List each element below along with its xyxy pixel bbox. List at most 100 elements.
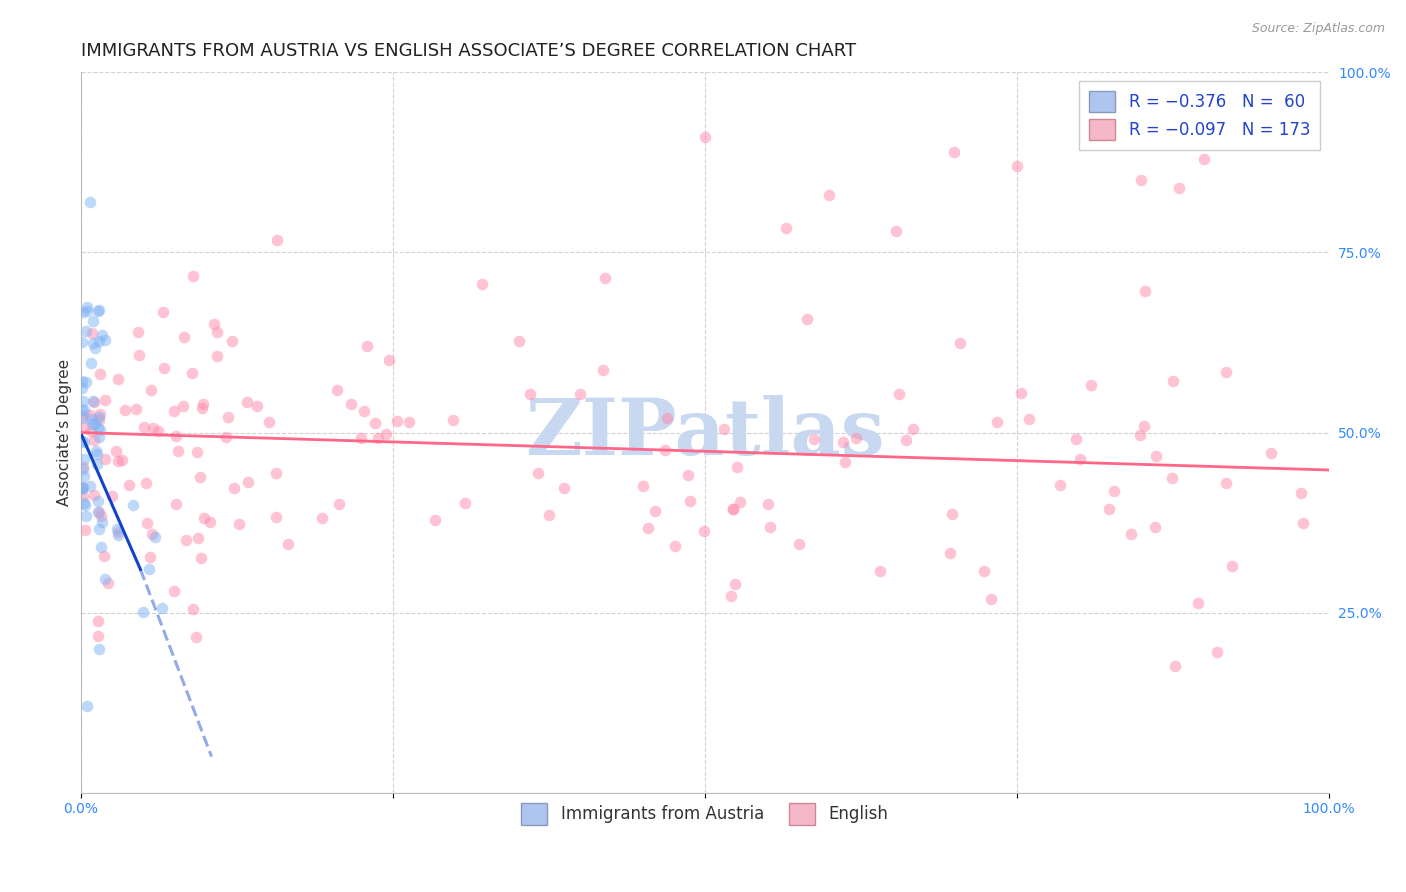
Point (183, 269, 205, 284)
Point (86, 457, 108, 471)
Point (89, 430, 111, 444)
Point (678, 468, 700, 483)
Point (353, 404, 375, 418)
Point (245, 399, 267, 413)
Point (311, 511, 333, 525)
Point (75, 376, 97, 390)
Point (221, 334, 243, 348)
Point (75, 509, 97, 524)
Point (654, 443, 676, 458)
Point (328, 497, 350, 511)
Point (73, 434, 96, 449)
Point (441, 412, 464, 426)
Point (1119, 527, 1142, 541)
Point (592, 362, 614, 376)
Point (83, 433, 105, 447)
Point (165, 429, 187, 443)
Point (903, 422, 925, 436)
Point (266, 233, 288, 247)
Point (163, 403, 186, 417)
Point (107, 527, 129, 541)
Point (165, 497, 187, 511)
Point (73, 496, 96, 510)
Point (326, 383, 349, 397)
Point (90, 509, 112, 524)
Point (378, 353, 401, 368)
Point (264, 509, 287, 524)
Point (350, 431, 373, 445)
Point (259, 416, 281, 430)
Point (91, 515, 114, 529)
Point (277, 537, 299, 551)
Point (1192, 152, 1215, 166)
Point (138, 562, 160, 576)
Point (818, 187, 841, 202)
Point (758, 520, 780, 534)
Point (238, 475, 260, 489)
Point (724, 576, 747, 591)
Point (721, 501, 744, 516)
Point (339, 397, 361, 411)
Point (236, 395, 259, 409)
Point (72, 394, 94, 409)
Point (183, 601, 205, 615)
Point (75, 324, 97, 338)
Point (141, 384, 163, 398)
Point (89, 423, 111, 437)
Point (135, 516, 157, 531)
Point (91, 328, 114, 343)
Point (568, 387, 591, 401)
Point (973, 565, 995, 579)
Point (87, 304, 110, 318)
Point (364, 416, 387, 430)
Point (679, 494, 702, 508)
Point (1102, 483, 1125, 498)
Point (664, 539, 686, 553)
Point (142, 421, 165, 435)
Point (188, 470, 211, 484)
Point (538, 508, 561, 522)
Point (89, 522, 111, 536)
Point (657, 411, 679, 425)
Point (367, 431, 389, 445)
Point (82, 336, 104, 351)
Point (190, 551, 212, 566)
Point (86, 447, 108, 461)
Point (730, 495, 752, 509)
Point (80, 356, 103, 370)
Point (70, 481, 93, 495)
Point (1161, 374, 1184, 388)
Point (519, 386, 541, 401)
Point (224, 481, 246, 495)
Point (1164, 659, 1187, 673)
Point (193, 510, 215, 524)
Point (184, 630, 207, 644)
Point (845, 431, 868, 445)
Point (70, 410, 93, 425)
Point (1187, 596, 1209, 610)
Point (72, 409, 94, 423)
Point (796, 311, 818, 326)
Point (553, 481, 575, 495)
Point (101, 489, 124, 503)
Point (163, 583, 186, 598)
Point (145, 530, 167, 544)
Point (1215, 365, 1237, 379)
Point (128, 348, 150, 362)
Point (1205, 645, 1227, 659)
Point (70, 482, 93, 496)
Point (1292, 516, 1315, 530)
Point (1144, 520, 1167, 534)
Point (87, 303, 110, 318)
Point (79, 409, 101, 423)
Point (174, 533, 197, 548)
Point (228, 516, 250, 531)
Point (94, 392, 117, 407)
Point (637, 521, 659, 535)
Point (831, 435, 853, 450)
Point (89, 413, 111, 427)
Point (1135, 284, 1157, 298)
Point (202, 317, 225, 331)
Point (644, 504, 666, 518)
Point (1069, 452, 1091, 467)
